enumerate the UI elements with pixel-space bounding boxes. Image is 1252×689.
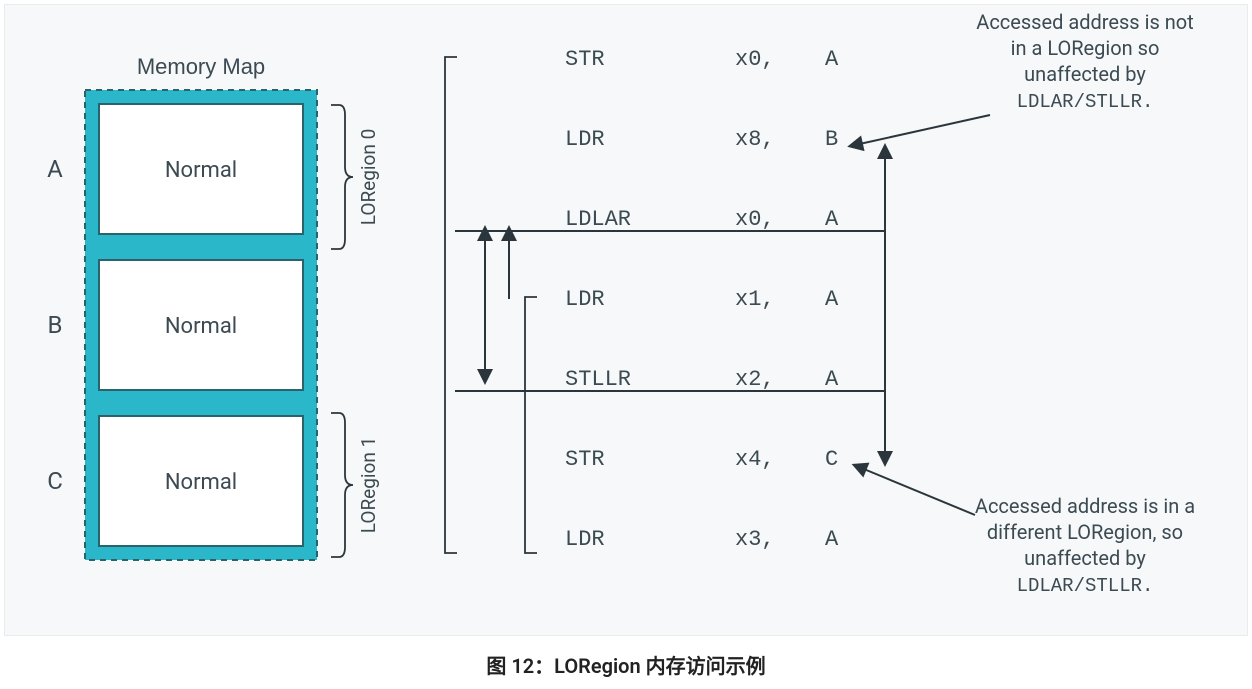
annotation-code: LDLAR/STLLR. [1017, 575, 1154, 597]
instr-reg: x2, [735, 367, 775, 392]
instr-reg: x1, [735, 287, 775, 312]
instr-op: STR [565, 447, 605, 472]
memory-map-title: Memory Map [137, 54, 265, 79]
annotation-text: Accessed address is not [976, 10, 1193, 34]
instr-reg: x0, [735, 207, 775, 232]
annotation-arrow [859, 467, 975, 515]
annotation-text: unaffected by [1024, 62, 1146, 86]
annotation-text: unaffected by [1024, 546, 1146, 570]
memory-region-label: Normal [165, 314, 237, 339]
instr-reg: x4, [735, 447, 775, 472]
memory-region-letter: C [47, 467, 63, 495]
memory-region-letter: B [48, 311, 63, 339]
instr-op: LDLAR [565, 207, 631, 232]
instr-reg: x0, [735, 47, 775, 72]
annotation-code: LDLAR/STLLR. [1017, 91, 1154, 113]
instr-op: LDR [565, 527, 605, 552]
loregion-label: LORegion 1 [357, 437, 380, 534]
memory-region-label: Normal [165, 158, 237, 183]
annotation-text: Accessed address is in a [975, 494, 1195, 518]
loregion-label: LORegion 0 [357, 129, 380, 226]
instr-op: STLLR [565, 367, 631, 392]
instr-addr: A [825, 47, 839, 72]
instr-addr: B [825, 127, 838, 152]
instr-reg: x8, [735, 127, 775, 152]
instr-addr: A [825, 527, 839, 552]
memory-region-label: Normal [165, 470, 237, 495]
instr-addr: C [825, 447, 838, 472]
diagram-svg: Memory Map Normal A Normal B Normal C LORegion … [5, 5, 1249, 635]
instr-op: LDR [565, 127, 605, 152]
figure-caption: 图 12：LORegion 内存访问示例 [0, 650, 1252, 679]
annotation-text: different LORegion, so [987, 520, 1183, 544]
instr-op: STR [565, 47, 605, 72]
annotation-arrow [855, 115, 990, 145]
memory-region-letter: A [47, 155, 63, 183]
instr-addr: A [825, 367, 839, 392]
instr-addr: A [825, 287, 839, 312]
instr-addr: A [825, 207, 839, 232]
diagram-container: Memory Map Normal A Normal B Normal C LORegion … [4, 4, 1248, 636]
instr-op: LDR [565, 287, 605, 312]
annotation-text: in a LORegion so [1011, 36, 1160, 60]
instr-reg: x3, [735, 527, 775, 552]
